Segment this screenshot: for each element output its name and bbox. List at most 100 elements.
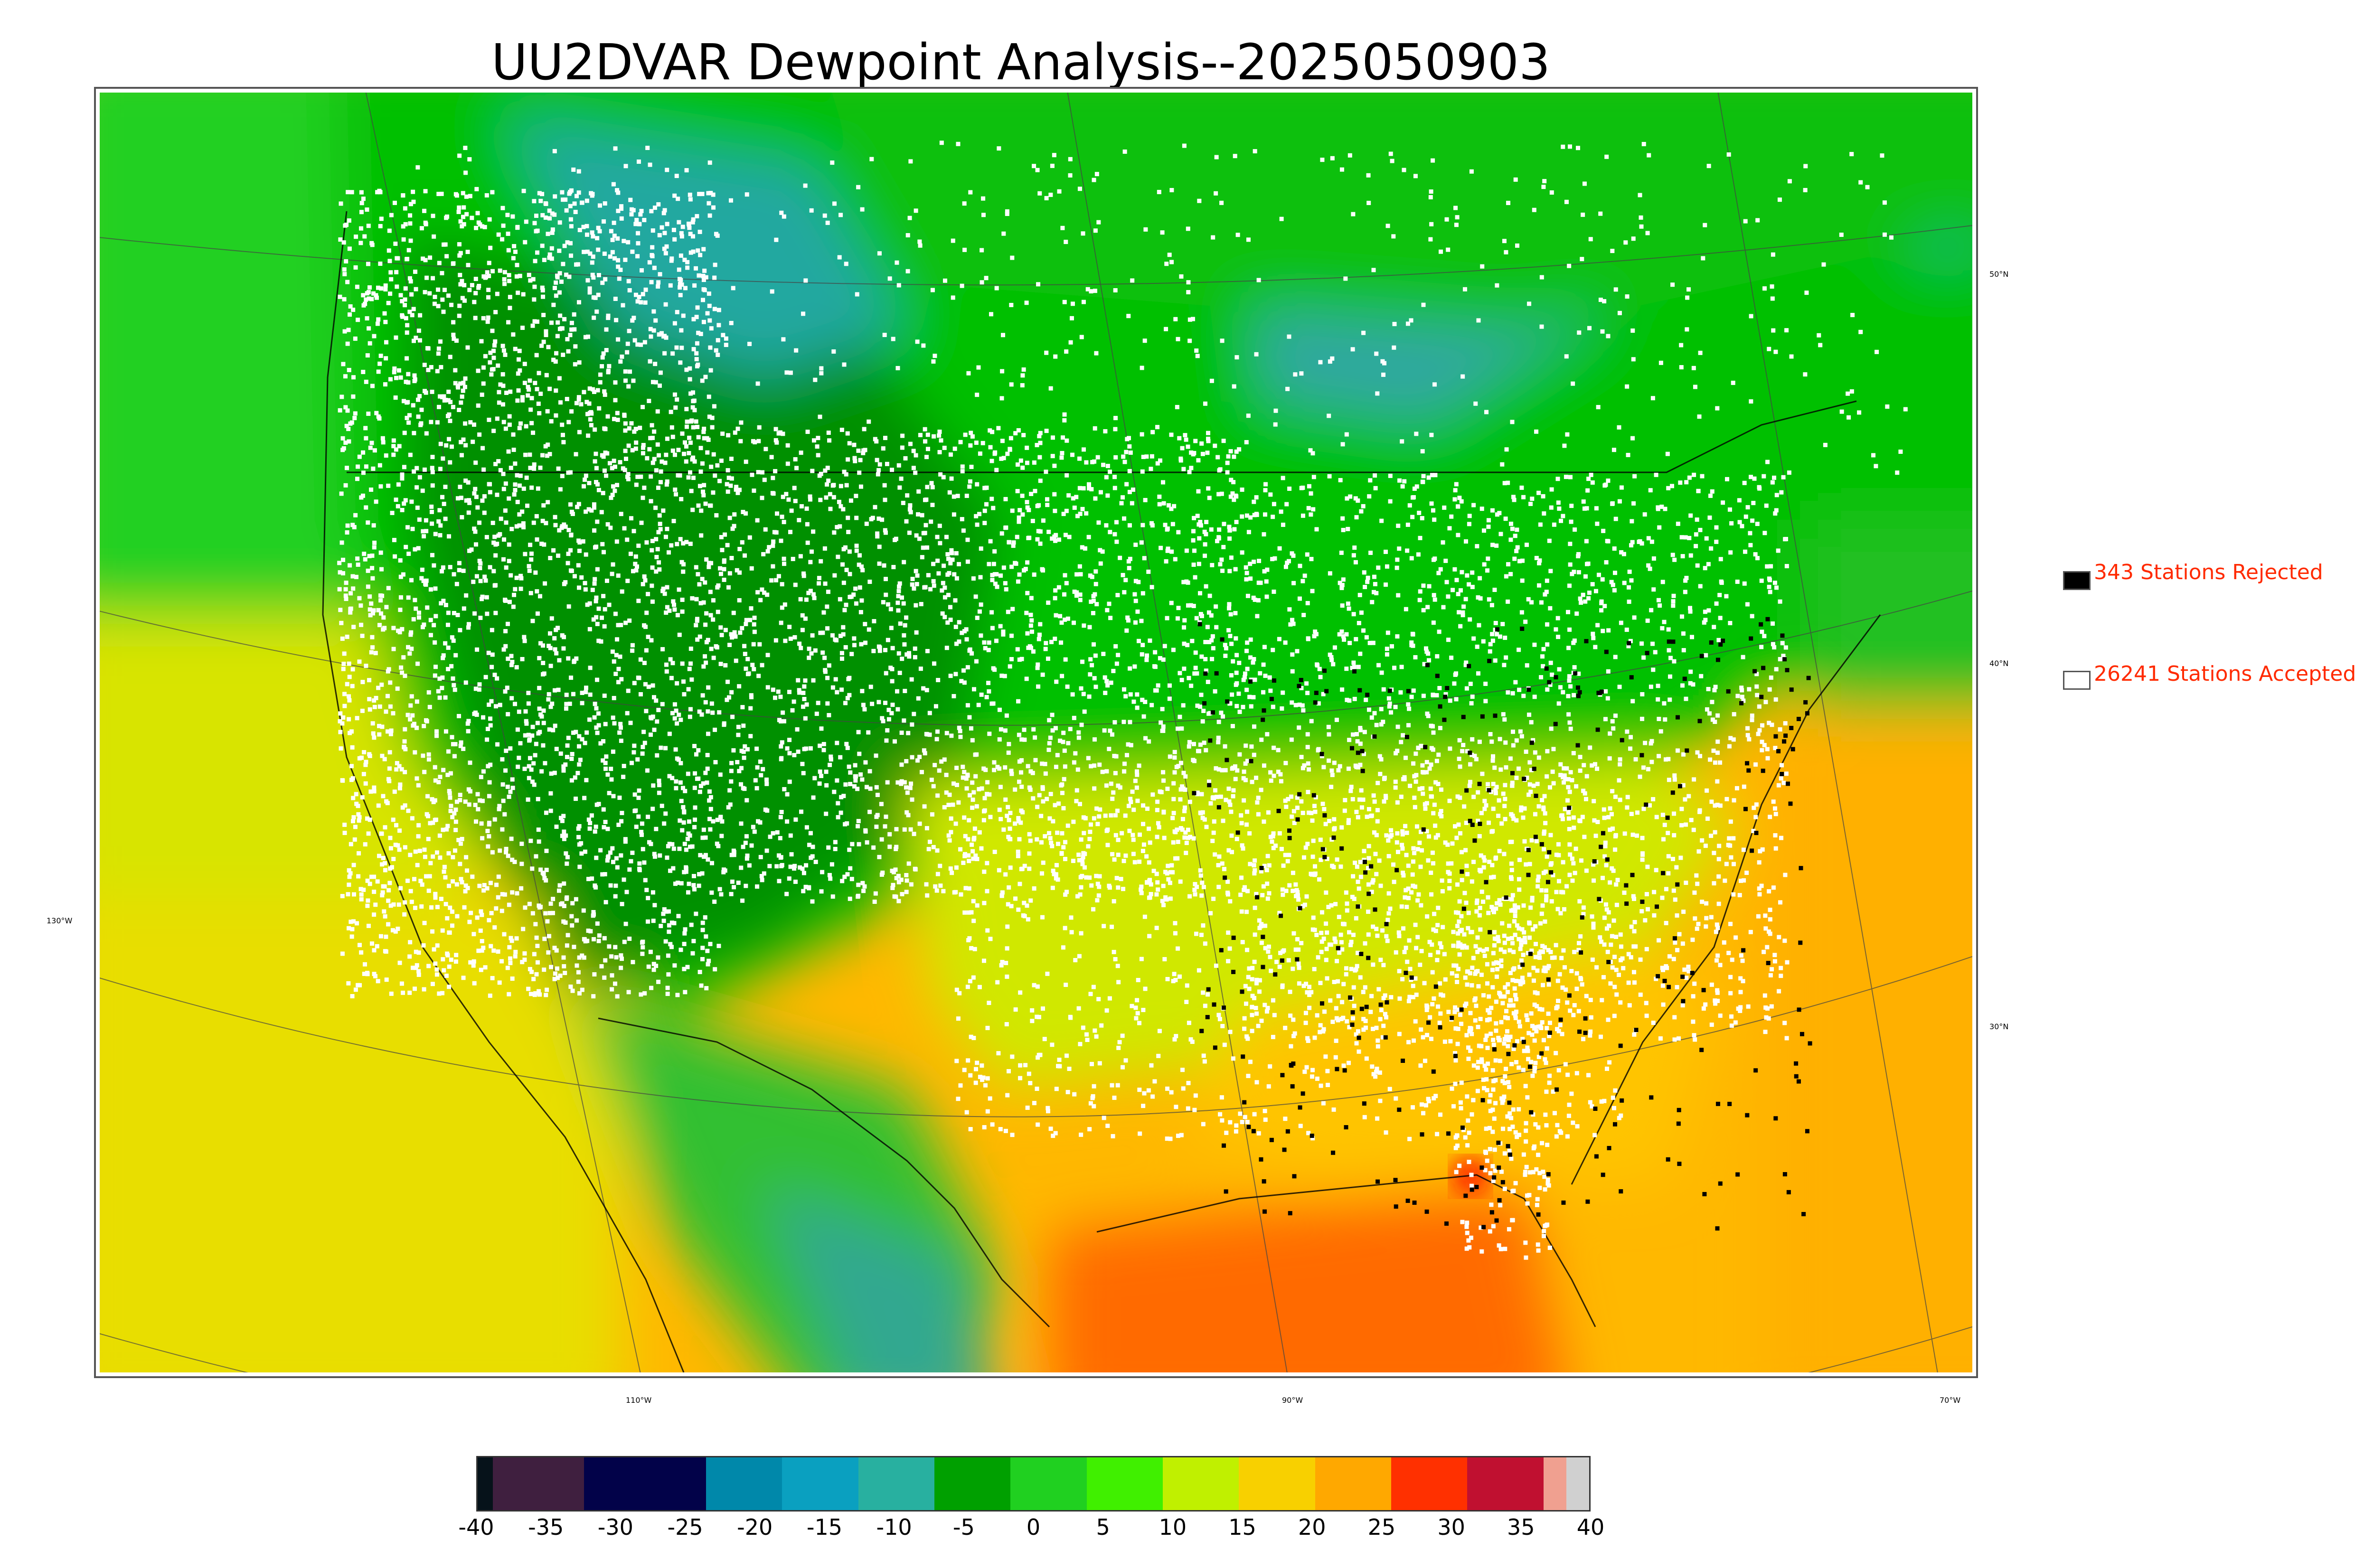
station-accepted-marker bbox=[1250, 994, 1255, 998]
station-accepted-marker bbox=[597, 203, 602, 208]
station-accepted-marker bbox=[756, 819, 761, 824]
station-accepted-marker bbox=[734, 485, 739, 489]
station-accepted-marker bbox=[528, 838, 533, 843]
station-accepted-marker bbox=[407, 651, 412, 656]
station-accepted-marker bbox=[478, 566, 482, 571]
station-accepted-marker bbox=[1180, 446, 1185, 451]
station-accepted-marker bbox=[422, 363, 427, 367]
station-accepted-marker bbox=[493, 339, 498, 344]
station-accepted-marker bbox=[507, 945, 512, 949]
station-accepted-marker bbox=[1271, 998, 1275, 1003]
station-accepted-marker bbox=[967, 648, 972, 653]
station-accepted-marker bbox=[856, 824, 860, 828]
station-accepted-marker bbox=[368, 613, 373, 618]
station-accepted-marker bbox=[481, 888, 486, 893]
station-accepted-marker bbox=[903, 623, 907, 628]
station-accepted-marker bbox=[393, 554, 397, 559]
station-accepted-marker bbox=[808, 560, 813, 564]
station-accepted-marker bbox=[824, 770, 829, 774]
station-accepted-marker bbox=[801, 573, 806, 578]
station-accepted-marker bbox=[634, 825, 639, 829]
station-accepted-marker bbox=[1031, 796, 1036, 801]
station-accepted-marker bbox=[546, 697, 551, 702]
station-accepted-marker bbox=[732, 630, 737, 635]
station-accepted-marker bbox=[995, 584, 999, 589]
station-accepted-marker bbox=[1770, 480, 1775, 485]
station-accepted-marker bbox=[593, 702, 597, 706]
station-accepted-marker bbox=[369, 297, 374, 301]
station-accepted-marker bbox=[1051, 868, 1055, 873]
station-accepted-marker bbox=[987, 689, 991, 694]
station-accepted-marker bbox=[701, 273, 706, 278]
station-accepted-marker bbox=[1044, 469, 1048, 474]
station-accepted-marker bbox=[1622, 581, 1627, 585]
station-accepted-marker bbox=[1580, 815, 1585, 819]
station-accepted-marker bbox=[843, 701, 848, 705]
station-accepted-marker bbox=[435, 420, 440, 425]
station-accepted-marker bbox=[902, 642, 907, 647]
station-accepted-marker bbox=[397, 630, 402, 635]
station-accepted-marker bbox=[436, 351, 441, 356]
station-accepted-marker bbox=[553, 194, 557, 199]
station-accepted-marker bbox=[852, 784, 857, 789]
station-accepted-marker bbox=[749, 566, 754, 571]
station-accepted-marker bbox=[345, 466, 349, 470]
station-accepted-marker bbox=[1157, 825, 1161, 830]
station-accepted-marker bbox=[1096, 893, 1101, 898]
station-accepted-marker bbox=[1212, 796, 1216, 801]
station-accepted-marker bbox=[521, 188, 526, 193]
station-accepted-marker bbox=[722, 721, 726, 726]
station-accepted-marker bbox=[873, 505, 877, 509]
station-accepted-marker bbox=[961, 764, 965, 769]
station-accepted-marker bbox=[387, 259, 392, 263]
station-accepted-marker bbox=[451, 320, 456, 325]
station-accepted-marker bbox=[591, 387, 595, 392]
station-accepted-marker bbox=[924, 882, 929, 887]
station-accepted-marker bbox=[687, 882, 691, 886]
station-accepted-marker bbox=[560, 474, 565, 479]
station-accepted-marker bbox=[636, 241, 641, 245]
station-accepted-marker bbox=[535, 721, 540, 725]
station-accepted-marker bbox=[366, 923, 371, 928]
station-accepted-marker bbox=[823, 581, 828, 586]
station-accepted-marker bbox=[990, 573, 995, 577]
station-accepted-marker bbox=[1446, 594, 1451, 599]
station-accepted-marker bbox=[920, 513, 924, 517]
station-accepted-marker bbox=[761, 552, 766, 556]
station-accepted-marker bbox=[491, 356, 496, 360]
station-accepted-marker bbox=[1680, 554, 1685, 559]
station-accepted-marker bbox=[877, 545, 882, 549]
station-accepted-marker bbox=[948, 561, 953, 565]
station-accepted-marker bbox=[369, 441, 374, 445]
station-accepted-marker bbox=[604, 473, 609, 478]
station-accepted-marker bbox=[1686, 965, 1691, 969]
station-accepted-marker bbox=[658, 370, 663, 375]
station-accepted-marker bbox=[422, 208, 427, 213]
station-accepted-marker bbox=[1709, 915, 1714, 920]
station-accepted-marker bbox=[1199, 893, 1204, 898]
station-accepted-marker bbox=[688, 661, 693, 666]
station-accepted-marker bbox=[611, 794, 616, 798]
station-accepted-marker bbox=[590, 588, 595, 592]
station-accepted-marker bbox=[1567, 826, 1572, 831]
station-accepted-marker bbox=[410, 313, 415, 318]
station-accepted-marker bbox=[448, 565, 452, 570]
station-accepted-marker bbox=[1192, 887, 1197, 892]
station-accepted-marker bbox=[1122, 516, 1127, 521]
station-accepted-marker bbox=[707, 503, 712, 508]
station-accepted-marker bbox=[426, 757, 431, 762]
station-accepted-marker bbox=[341, 240, 346, 245]
station-accepted-marker bbox=[835, 778, 839, 783]
station-accepted-marker bbox=[1206, 431, 1210, 435]
station-accepted-marker bbox=[451, 638, 456, 643]
station-accepted-marker bbox=[692, 408, 697, 413]
station-accepted-marker bbox=[662, 208, 667, 213]
station-accepted-marker bbox=[477, 283, 481, 288]
station-accepted-marker bbox=[682, 941, 687, 946]
station-accepted-marker bbox=[548, 556, 553, 561]
station-accepted-marker bbox=[500, 757, 505, 762]
station-accepted-marker bbox=[1413, 751, 1418, 756]
station-accepted-marker bbox=[1256, 598, 1261, 603]
station-accepted-marker bbox=[365, 972, 370, 976]
station-accepted-marker bbox=[847, 847, 852, 852]
